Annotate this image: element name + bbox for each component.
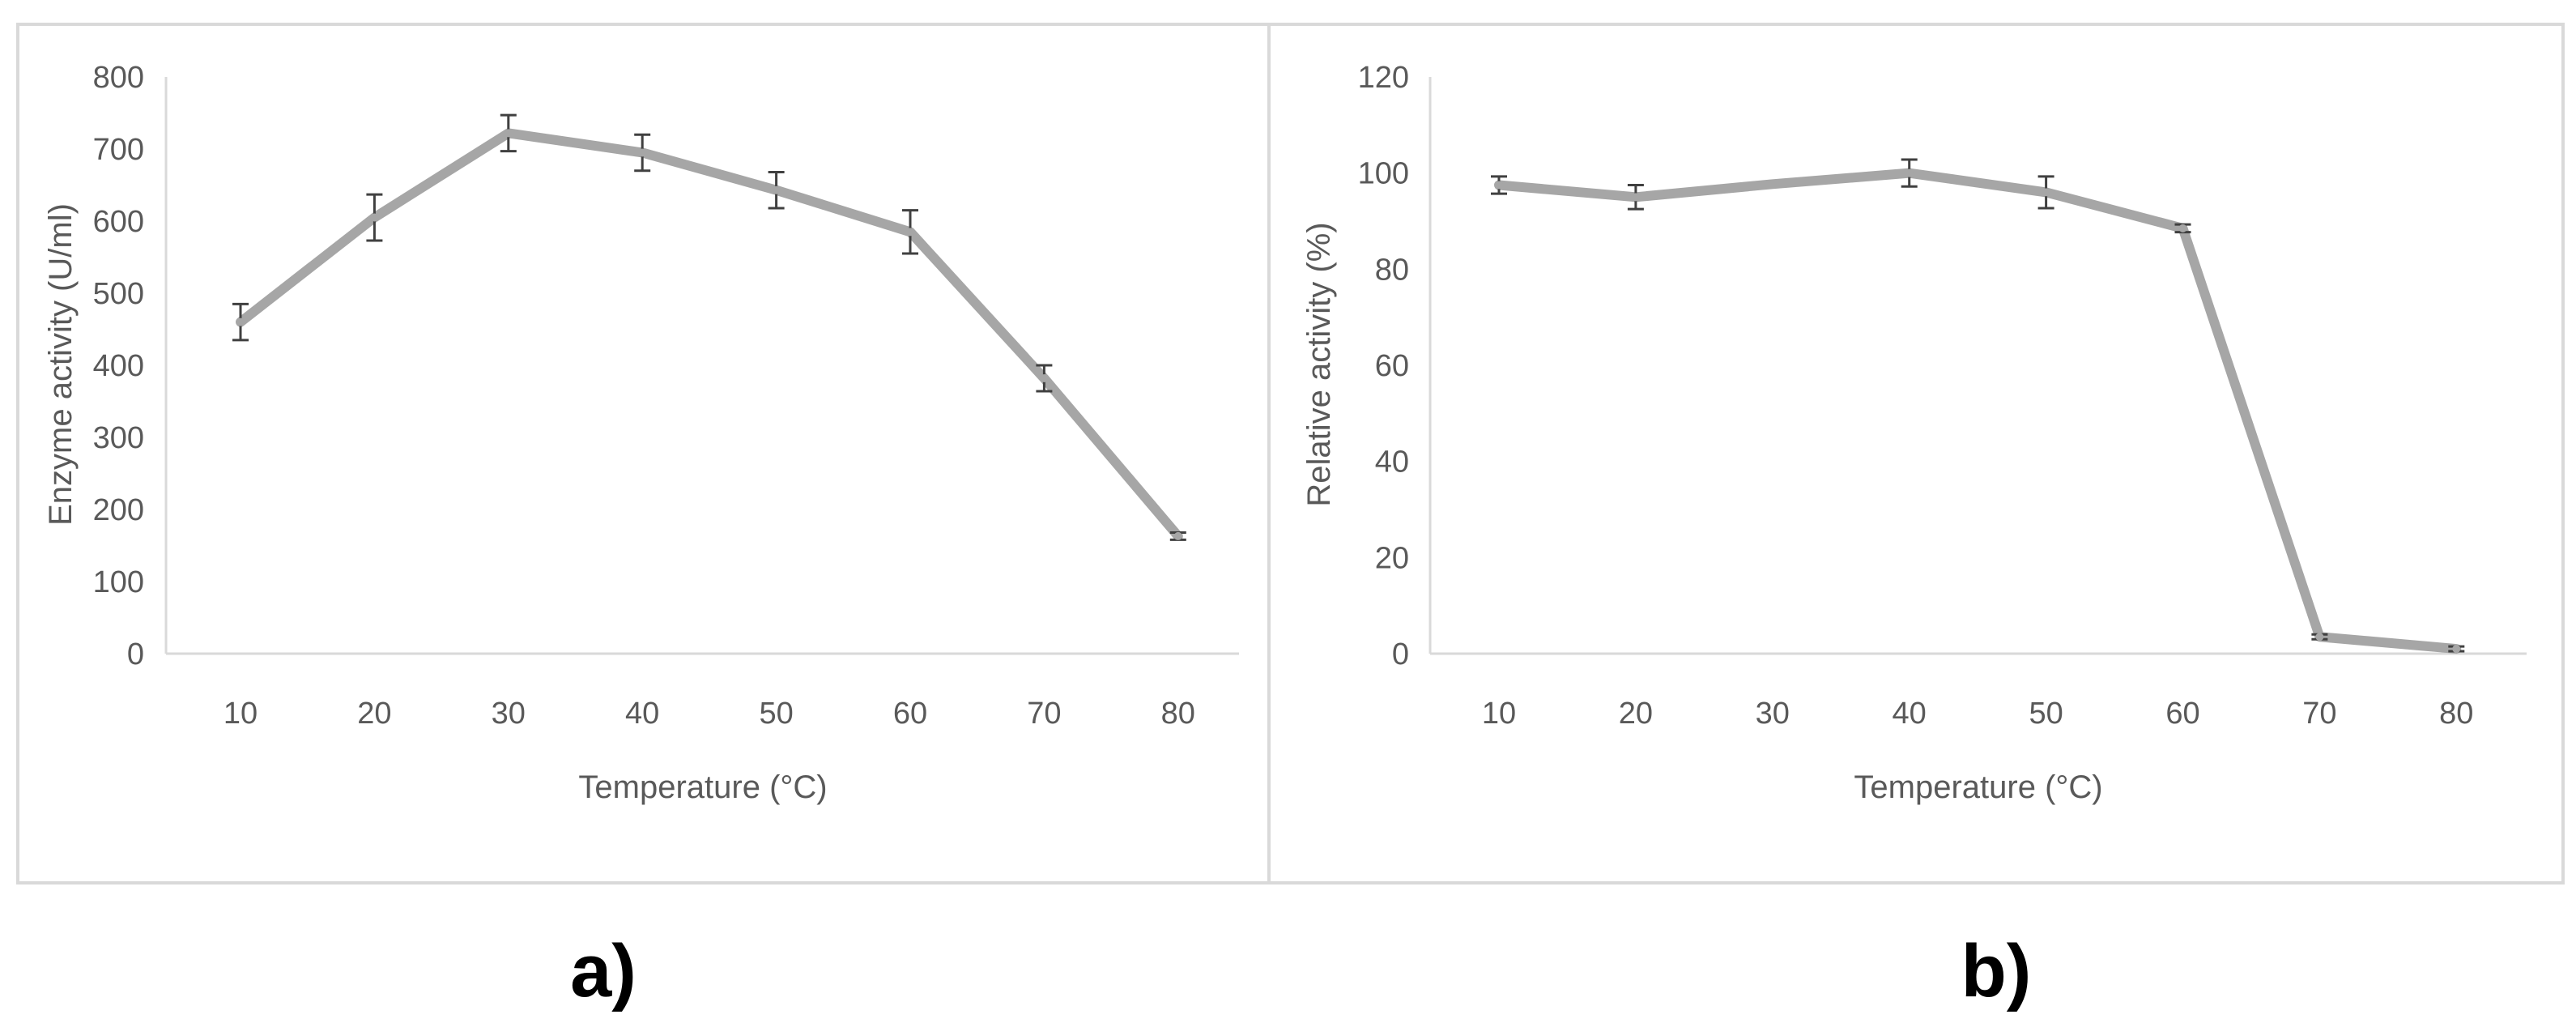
y-tick-label: 200 xyxy=(93,493,144,527)
data-point xyxy=(772,185,781,194)
data-point xyxy=(638,148,647,157)
series-line xyxy=(1494,168,2462,654)
y-axis-title: Enzyme activity (U/ml) xyxy=(43,203,79,526)
chart-panel-b: 0 20 40 60 80 100 120 10 20 30 40 50 60 70 80 Temperatu… xyxy=(1301,61,2527,805)
data-point xyxy=(370,213,379,222)
x-tick-label: 80 xyxy=(1161,697,1195,731)
data-point xyxy=(1495,181,1503,190)
x-tick-label: 20 xyxy=(1619,697,1653,731)
x-tick-label: 70 xyxy=(2302,697,2336,731)
x-tick-label: 40 xyxy=(1893,697,1927,731)
x-tick-label: 10 xyxy=(1482,697,1516,731)
data-point xyxy=(1631,193,1640,202)
x-tick-label: 60 xyxy=(893,697,927,731)
y-tick-label: 20 xyxy=(1375,541,1409,575)
y-tick-label: 700 xyxy=(93,133,144,167)
x-tick-label: 60 xyxy=(2165,697,2199,731)
y-tick-label: 500 xyxy=(93,277,144,311)
frame-panel-b xyxy=(1267,23,2565,884)
panel-label-a: a) xyxy=(570,930,637,1012)
x-tick-label: 50 xyxy=(2029,697,2063,731)
data-point xyxy=(906,228,914,237)
y-tick-label: 0 xyxy=(1392,637,1409,671)
x-tick-label: 30 xyxy=(1756,697,1790,731)
data-point xyxy=(2042,188,2050,197)
x-tick-label: 10 xyxy=(224,697,258,731)
y-tick-label: 100 xyxy=(93,565,144,599)
data-point xyxy=(1768,180,1777,189)
data-point xyxy=(2178,224,2187,232)
data-point xyxy=(504,129,513,138)
x-tick-label: 30 xyxy=(492,697,526,731)
data-point xyxy=(1040,374,1049,383)
y-tick-label: 40 xyxy=(1375,445,1409,480)
y-tick-label: 100 xyxy=(1358,157,1409,191)
y-tick-label: 60 xyxy=(1375,349,1409,383)
y-tick-label: 0 xyxy=(127,637,144,671)
y-tick-label: 80 xyxy=(1375,253,1409,287)
data-point xyxy=(1905,168,1914,177)
y-tick-label: 400 xyxy=(93,349,144,383)
x-tick-label: 50 xyxy=(759,697,793,731)
data-point xyxy=(2315,633,2324,642)
x-tick-label: 20 xyxy=(357,697,391,731)
data-point xyxy=(236,318,245,326)
x-axis-title: Temperature (°C) xyxy=(578,769,827,805)
panel-label-b: b) xyxy=(1961,930,2032,1012)
series-line xyxy=(236,128,1183,541)
x-tick-label: 70 xyxy=(1027,697,1061,731)
y-tick-label: 800 xyxy=(93,61,144,95)
data-point xyxy=(1173,531,1182,540)
y-tick-label: 600 xyxy=(93,205,144,239)
y-tick-label: 120 xyxy=(1358,61,1409,95)
y-axis-title: Relative activity (%) xyxy=(1301,222,1337,506)
x-tick-label: 40 xyxy=(625,697,659,731)
x-tick-label: 80 xyxy=(2439,697,2473,731)
data-point xyxy=(2452,645,2461,654)
y-tick-label: 300 xyxy=(93,421,144,455)
chart-panel-a: 0 100 200 300 400 500 600 700 800 10 20 30 40 50 60 70 8… xyxy=(43,61,1239,805)
x-axis-title: Temperature (°C) xyxy=(1854,769,2102,805)
